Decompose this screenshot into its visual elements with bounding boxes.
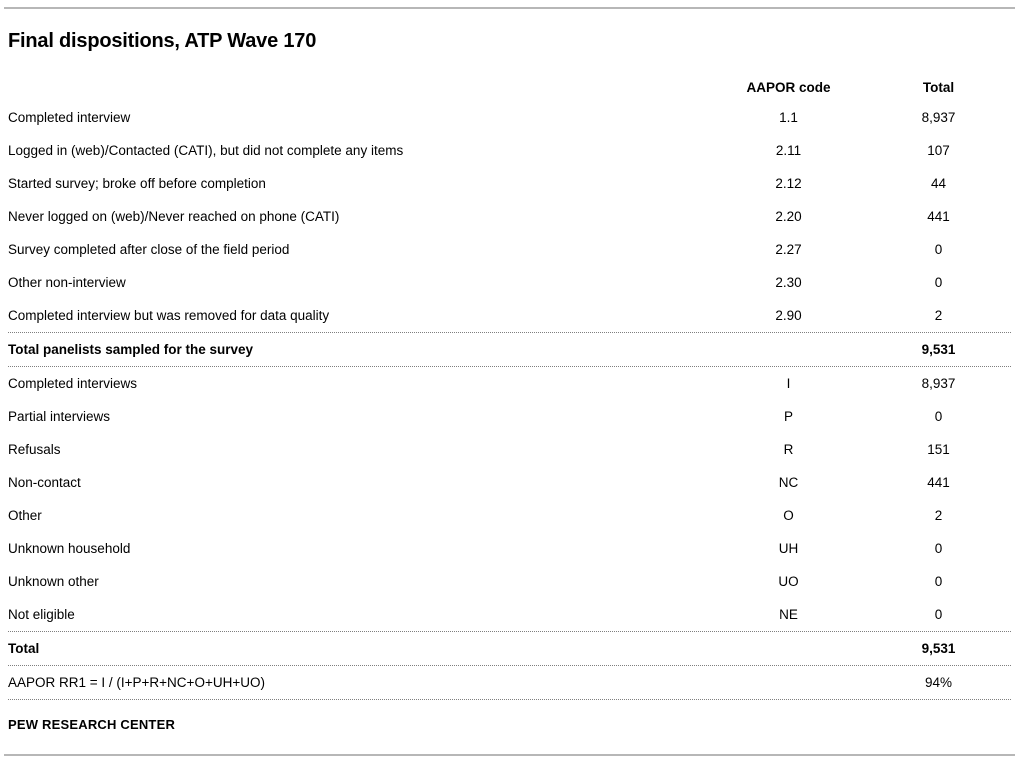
row-aapor-code: 2.20 (775, 209, 802, 224)
dispositions-table: AAPOR code Total Completed interview 1.1… (8, 69, 1011, 700)
table-row: Completed interview but was removed for … (8, 299, 1011, 332)
table-row: Started survey; broke off before complet… (8, 167, 1011, 200)
response-rate-row: AAPOR RR1 = I / (I+P+R+NC+O+UH+UO) 94% (8, 666, 1011, 700)
row-label: Completed interviews (8, 376, 138, 391)
table-row: Not eligible NE 0 (8, 598, 1011, 631)
row-total: 0 (934, 574, 943, 589)
response-rate-value: 94% (924, 675, 953, 690)
row-aapor-code: 2.90 (775, 308, 802, 323)
table-row: Completed interview 1.1 8,937 (8, 101, 1011, 134)
row-total: 0 (934, 275, 943, 290)
row-total: 2 (934, 308, 943, 323)
row-label: Logged in (web)/Contacted (CATI), but di… (8, 143, 404, 158)
table-row: Unknown other UO 0 (8, 565, 1011, 598)
row-label: Unknown other (8, 574, 99, 589)
row-aapor-code: 2.27 (775, 242, 802, 257)
row-aapor-code: 1.1 (779, 110, 798, 125)
page-title: Final dispositions, ATP Wave 170 (8, 30, 317, 52)
subtotal-label: Total panelists sampled for the survey (8, 342, 254, 357)
top-rule (4, 7, 1015, 9)
row-aapor-code: 2.11 (775, 143, 802, 158)
row-total: 8,937 (921, 110, 956, 125)
row-label: Survey completed after close of the fiel… (8, 242, 290, 257)
table-row: Completed interviews I 8,937 (8, 367, 1011, 400)
row-aapor-code: P (783, 409, 793, 424)
row-total: 44 (930, 176, 947, 191)
table-row: Logged in (web)/Contacted (CATI), but di… (8, 134, 1011, 167)
row-label: Unknown household (8, 541, 131, 556)
row-total: 8,937 (921, 376, 956, 391)
row-label: Completed interview (8, 110, 131, 125)
table-row: Never logged on (web)/Never reached on p… (8, 200, 1011, 233)
row-total: 0 (934, 607, 943, 622)
row-label: Refusals (8, 442, 61, 457)
row-aapor-code: UH (778, 541, 799, 556)
table-row: Partial interviews P 0 (8, 400, 1011, 433)
row-total: 151 (927, 442, 950, 457)
row-aapor-code: O (783, 508, 794, 523)
row-total: 0 (934, 541, 943, 556)
source-credit: PEW RESEARCH CENTER (8, 717, 176, 732)
row-aapor-code: NC (778, 475, 799, 490)
row-total: 441 (927, 209, 950, 224)
row-total: 441 (927, 475, 950, 490)
table-row: Refusals R 151 (8, 433, 1011, 466)
table-row: Other O 2 (8, 499, 1011, 532)
table-row: Non-contact NC 441 (8, 466, 1011, 499)
grand-total-row: Total 9,531 (8, 631, 1011, 666)
row-label: Not eligible (8, 607, 75, 622)
header-aapor-code: AAPOR code (746, 80, 831, 95)
row-label: Started survey; broke off before complet… (8, 176, 266, 191)
row-label: Never logged on (web)/Never reached on p… (8, 209, 340, 224)
grand-total-total: 9,531 (921, 641, 956, 656)
subtotal-row: Total panelists sampled for the survey 9… (8, 332, 1011, 367)
row-aapor-code: UO (778, 574, 799, 589)
response-rate-formula: AAPOR RR1 = I / (I+P+R+NC+O+UH+UO) (8, 675, 265, 690)
row-label: Other non-interview (8, 275, 126, 290)
subtotal-total: 9,531 (921, 342, 956, 357)
row-aapor-code: I (786, 376, 791, 391)
row-label: Partial interviews (8, 409, 111, 424)
row-aapor-code: NE (779, 607, 798, 622)
row-label: Other (8, 508, 42, 523)
row-label: Completed interview but was removed for … (8, 308, 330, 323)
row-total: 107 (927, 143, 950, 158)
header-total: Total (922, 80, 955, 95)
row-label: Non-contact (8, 475, 81, 490)
grand-total-label: Total (8, 641, 40, 656)
row-aapor-code: R (783, 442, 794, 457)
row-aapor-code: 2.30 (775, 275, 802, 290)
bottom-rule (4, 754, 1015, 756)
row-aapor-code: 2.12 (775, 176, 802, 191)
table-row: Survey completed after close of the fiel… (8, 233, 1011, 266)
row-total: 2 (934, 508, 943, 523)
table-header-row: AAPOR code Total (8, 69, 1011, 101)
row-total: 0 (934, 409, 943, 424)
table-row: Unknown household UH 0 (8, 532, 1011, 565)
row-total: 0 (934, 242, 943, 257)
table-row: Other non-interview 2.30 0 (8, 266, 1011, 299)
